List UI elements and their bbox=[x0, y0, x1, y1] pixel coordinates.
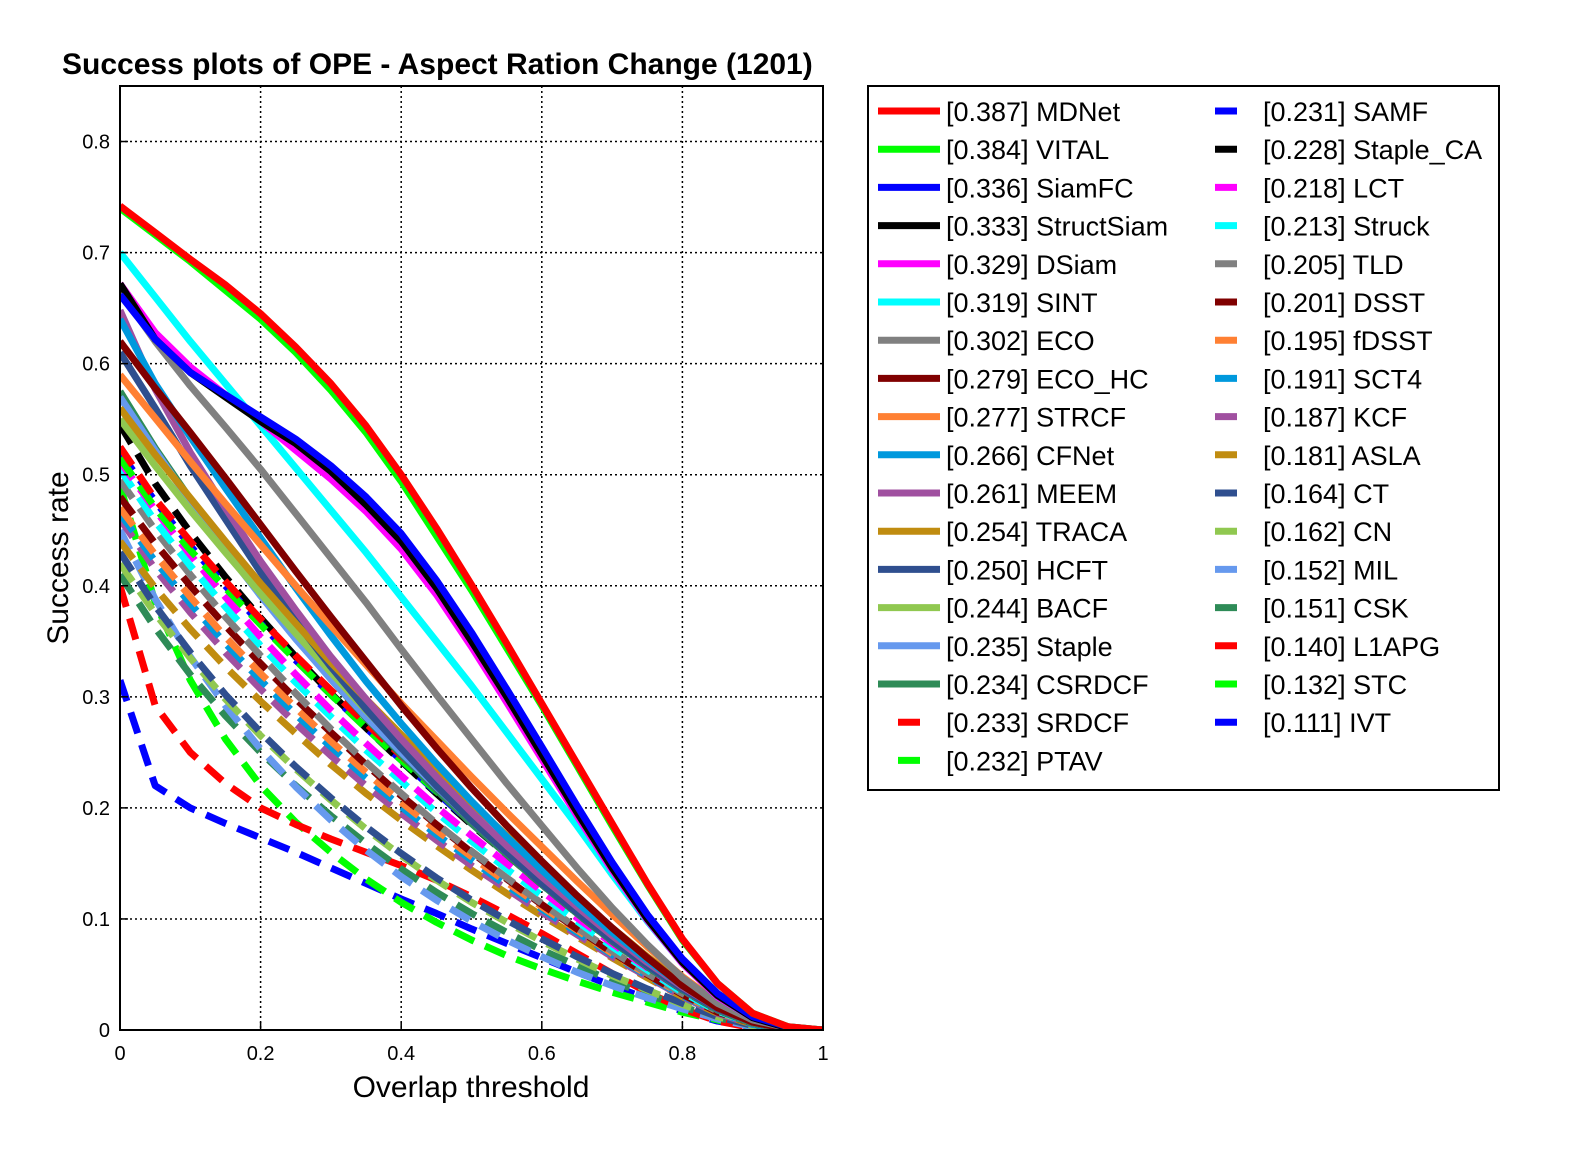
y-tick-label: 0.7 bbox=[82, 243, 110, 265]
legend-label: [0.244] BACF bbox=[946, 594, 1108, 624]
series-line bbox=[120, 505, 823, 1030]
axis-ticks: 0 0.2 0.4 0.6 0.8 1 0 0.1 0.2 0.3 0.4 0.5 0.6 0.7 0.8 bbox=[82, 132, 828, 1065]
series-line bbox=[120, 292, 823, 1030]
series-line bbox=[120, 339, 823, 1030]
x-tick-label: 0 bbox=[114, 1043, 125, 1065]
y-tick-label: 0.4 bbox=[82, 576, 110, 598]
legend-label: [0.195] fDSST bbox=[1263, 326, 1433, 356]
legend-label: [0.384] VITAL bbox=[946, 135, 1109, 165]
x-tick-label: 0.8 bbox=[668, 1043, 696, 1065]
plot-frame bbox=[119, 85, 824, 1031]
legend-label: [0.232] PTAV bbox=[946, 746, 1103, 776]
legend-label: [0.111] IVT bbox=[1263, 708, 1391, 738]
series-line bbox=[120, 203, 823, 1030]
legend-label: [0.336] SiamFC bbox=[946, 173, 1134, 203]
legend-label: [0.181] ASLA bbox=[1263, 441, 1421, 471]
x-tick-label: 0.2 bbox=[247, 1043, 275, 1065]
legend-label: [0.201] DSST bbox=[1263, 288, 1425, 318]
legend-label: [0.213] Struck bbox=[1263, 212, 1430, 242]
legend-label: [0.140] L1APG bbox=[1263, 632, 1440, 662]
y-tick-label: 0.8 bbox=[82, 132, 110, 154]
series-line bbox=[120, 517, 823, 1030]
legend-label: [0.387] MDNet bbox=[946, 97, 1121, 127]
y-tick-label: 0.6 bbox=[82, 354, 110, 376]
series-line bbox=[120, 550, 823, 1030]
x-tick-label: 0.4 bbox=[387, 1043, 415, 1065]
y-tick-label: 0.1 bbox=[82, 909, 110, 931]
legend-label: [0.329] DSiam bbox=[946, 250, 1117, 280]
legend-label: [0.319] SINT bbox=[946, 288, 1098, 318]
legend-label: [0.234] CSRDCF bbox=[946, 670, 1149, 700]
legend-label: [0.187] KCF bbox=[1263, 403, 1407, 433]
series-line bbox=[120, 511, 823, 1030]
legend-label: [0.333] StructSiam bbox=[946, 212, 1168, 242]
x-tick-label: 1 bbox=[817, 1043, 828, 1065]
legend-label: [0.279] ECO_HC bbox=[946, 364, 1149, 394]
legend-label: [0.231] SAMF bbox=[1263, 97, 1428, 127]
legend-label: [0.162] CN bbox=[1263, 517, 1392, 547]
legend-label: [0.233] SRDCF bbox=[946, 708, 1129, 738]
legend-label: [0.152] MIL bbox=[1263, 555, 1398, 585]
legend-box bbox=[867, 85, 1500, 791]
y-tick-label: 0 bbox=[99, 1020, 110, 1042]
legend-label: [0.250] HCFT bbox=[946, 555, 1108, 585]
legend-label: [0.151] CSK bbox=[1263, 594, 1409, 624]
legend-label: [0.228] Staple_CA bbox=[1263, 135, 1482, 165]
x-tick-label: 0.6 bbox=[528, 1043, 556, 1065]
series-lines bbox=[120, 203, 823, 1030]
legend-label: [0.164] CT bbox=[1263, 479, 1389, 509]
legend: [0.387] MDNet [0.384] VITAL [0.336] SiamFC… bbox=[878, 97, 1482, 776]
legend-label: [0.302] ECO bbox=[946, 326, 1095, 356]
legend-label: [0.261] MEEM bbox=[946, 479, 1117, 509]
legend-label: [0.254] TRACA bbox=[946, 517, 1127, 547]
legend-label: [0.277] STRCF bbox=[946, 403, 1126, 433]
y-tick-label: 0.5 bbox=[82, 465, 110, 487]
chart-title: Success plots of OPE - Aspect Ration Cha… bbox=[62, 48, 813, 81]
legend-label: [0.266] CFNet bbox=[946, 441, 1115, 471]
x-axis-label: Overlap threshold bbox=[353, 1071, 590, 1104]
y-tick-label: 0.3 bbox=[82, 687, 110, 709]
y-tick-label: 0.2 bbox=[82, 798, 110, 820]
legend-label: [0.235] Staple bbox=[946, 632, 1113, 662]
legend-label: [0.205] TLD bbox=[1263, 250, 1404, 280]
series-line bbox=[120, 289, 823, 1030]
legend-label: [0.191] SCT4 bbox=[1263, 364, 1422, 394]
series-line bbox=[120, 484, 823, 1030]
y-axis-label: Success rate bbox=[42, 471, 75, 644]
legend-label: [0.218] LCT bbox=[1263, 173, 1404, 203]
plot-area bbox=[120, 86, 823, 1030]
series-line bbox=[120, 679, 823, 1030]
legend-label: [0.132] STC bbox=[1263, 670, 1407, 700]
